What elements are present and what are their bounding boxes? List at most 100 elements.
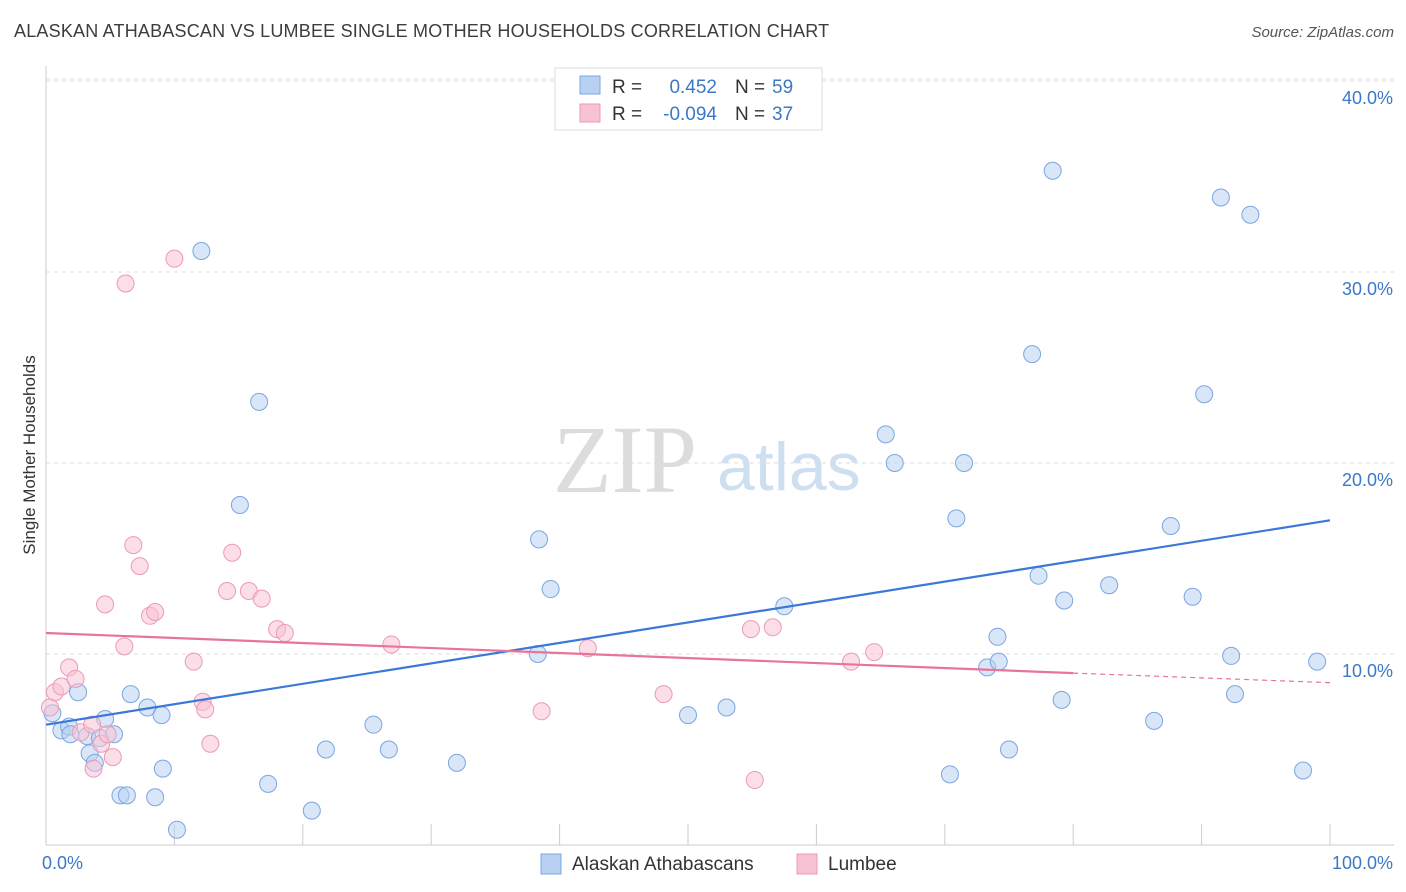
chart-title: ALASKAN ATHABASCAN VS LUMBEE SINGLE MOTH…: [14, 21, 830, 41]
legend-r-label-2: R =: [612, 104, 642, 125]
point-alaskan-athabascan: [250, 392, 269, 411]
point-lumbee: [223, 543, 242, 562]
point-alaskan-athabascan: [947, 509, 966, 528]
y-tick-label: 20.0%: [1342, 470, 1393, 490]
point-lumbee: [146, 602, 165, 621]
point-alaskan-athabascan: [1100, 576, 1119, 595]
point-alaskan-athabascan: [1211, 188, 1230, 207]
legend-n-value-2: 37: [772, 104, 793, 125]
bottom-legend[interactable]: Alaskan Athabascans Lumbee: [540, 853, 897, 875]
point-alaskan-athabascan: [379, 740, 398, 759]
point-lumbee: [865, 643, 884, 662]
point-alaskan-athabascan: [1222, 646, 1241, 665]
bottom-legend-label-2: Lumbee: [828, 854, 897, 875]
legend-swatch-blue: [579, 75, 601, 95]
point-alaskan-athabascan: [117, 786, 136, 805]
point-lumbee: [40, 698, 59, 717]
tick-labels: 10.0% 20.0% 30.0% 40.0% 0.0% 100.0%: [42, 88, 1393, 873]
point-alaskan-athabascan: [940, 765, 959, 784]
point-alaskan-athabascan: [1000, 740, 1018, 759]
point-lumbee: [52, 677, 71, 696]
watermark-atlas: atlas: [717, 429, 861, 505]
point-lumbee: [842, 652, 861, 671]
watermark-zip: ZIP: [553, 406, 697, 513]
point-lumbee: [103, 748, 122, 767]
point-alaskan-athabascan: [192, 241, 211, 260]
point-lumbee: [184, 652, 203, 671]
y-tick-label: 10.0%: [1342, 661, 1393, 681]
point-lumbee: [83, 715, 102, 734]
point-alaskan-athabascan: [955, 454, 974, 472]
point-alaskan-athabascan: [146, 788, 165, 807]
point-alaskan-athabascan: [717, 698, 736, 717]
x-tick-label: 0.0%: [42, 853, 83, 873]
point-lumbee: [218, 581, 237, 600]
point-lumbee: [578, 639, 597, 658]
trend-line-lumbee-extension: [1073, 672, 1331, 684]
point-lumbee: [115, 637, 134, 656]
point-lumbee: [763, 618, 782, 637]
point-lumbee: [165, 249, 184, 268]
legend-n-label-1: N =: [735, 77, 765, 98]
point-alaskan-athabascan: [447, 753, 466, 772]
y-axis-label: Single Mother Households: [20, 355, 39, 554]
trend-line-alaskan-athabascan: [45, 519, 1331, 726]
point-lumbee: [98, 725, 117, 744]
point-lumbee: [196, 700, 215, 719]
point-lumbee: [124, 536, 143, 555]
point-alaskan-athabascan: [1195, 385, 1214, 404]
point-alaskan-athabascan: [1145, 711, 1164, 730]
point-alaskan-athabascan: [885, 454, 904, 472]
point-lumbee: [654, 685, 673, 704]
bottom-legend-swatch-blue: [540, 853, 562, 875]
point-alaskan-athabascan: [153, 759, 172, 778]
point-lumbee: [201, 734, 220, 753]
point-alaskan-athabascan: [1052, 690, 1071, 709]
legend[interactable]: R = 0.452 N = 59 R = -0.094 N = 37: [554, 67, 823, 131]
point-lumbee: [382, 635, 401, 654]
point-lumbee: [84, 759, 103, 778]
point-lumbee: [745, 771, 764, 790]
trend-lines: [45, 519, 1331, 726]
point-lumbee: [532, 702, 551, 721]
point-lumbee: [66, 669, 85, 688]
point-alaskan-athabascan: [121, 685, 140, 704]
bottom-legend-label-1: Alaskan Athabascans: [572, 854, 754, 875]
point-lumbee: [275, 623, 294, 642]
point-lumbee: [116, 274, 135, 293]
point-lumbee: [130, 557, 149, 576]
point-alaskan-athabascan: [530, 530, 549, 549]
x-tick-label: 100.0%: [1332, 853, 1393, 873]
trend-line-lumbee: [45, 631, 1074, 675]
point-alaskan-athabascan: [541, 580, 560, 599]
data-points: [40, 161, 1327, 839]
point-alaskan-athabascan: [1225, 685, 1244, 704]
point-alaskan-athabascan: [1183, 587, 1202, 606]
point-alaskan-athabascan: [259, 774, 278, 793]
grid-lines: [46, 78, 1394, 655]
legend-swatch-pink: [579, 103, 601, 123]
point-alaskan-athabascan: [302, 801, 321, 820]
point-alaskan-athabascan: [1043, 161, 1062, 180]
point-alaskan-athabascan: [988, 627, 1007, 646]
point-alaskan-athabascan: [1161, 517, 1180, 536]
bottom-legend-swatch-pink: [796, 853, 818, 875]
point-alaskan-athabascan: [230, 496, 249, 515]
point-lumbee: [252, 589, 271, 608]
legend-n-value-1: 59: [772, 77, 793, 98]
y-tick-label: 30.0%: [1342, 279, 1393, 299]
y-tick-label: 40.0%: [1342, 88, 1393, 108]
legend-r-label-1: R =: [612, 77, 642, 98]
point-lumbee: [741, 620, 760, 639]
point-alaskan-athabascan: [1241, 205, 1260, 224]
point-alaskan-athabascan: [1055, 591, 1074, 610]
legend-n-label-2: N =: [735, 104, 765, 125]
point-alaskan-athabascan: [1308, 652, 1327, 671]
point-alaskan-athabascan: [1023, 345, 1042, 364]
legend-r-value-1: 0.452: [669, 77, 717, 98]
legend-r-value-2: -0.094: [663, 104, 717, 125]
source-label: Source: ZipAtlas.com: [1251, 24, 1394, 41]
point-alaskan-athabascan: [167, 820, 186, 839]
point-alaskan-athabascan: [876, 425, 895, 444]
